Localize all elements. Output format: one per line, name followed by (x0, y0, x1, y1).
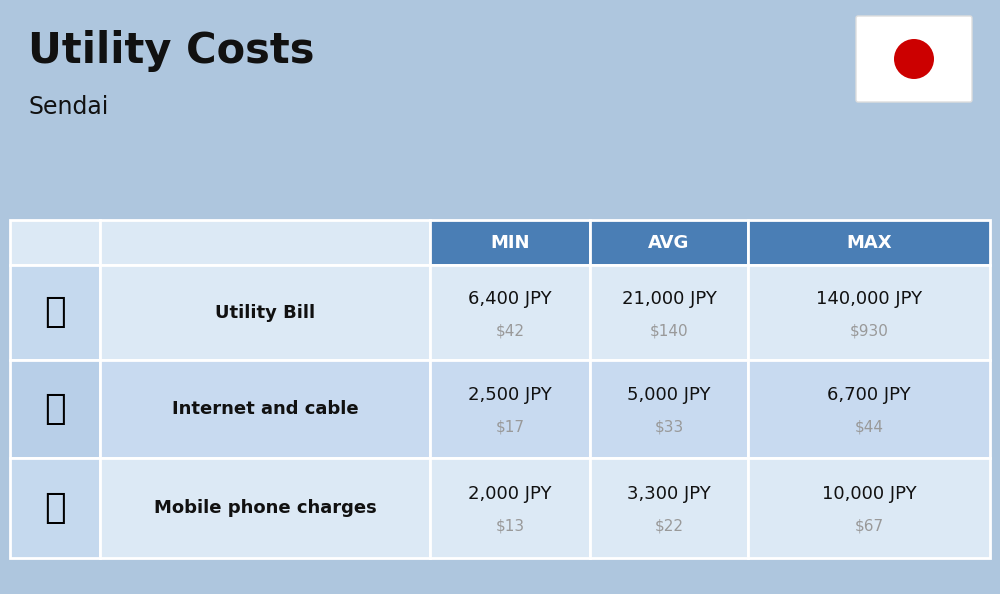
Bar (748, 220, 990, 265)
Bar (100, 220, 430, 265)
Text: 2,500 JPY: 2,500 JPY (468, 386, 552, 404)
Bar (748, 265, 990, 360)
Text: $67: $67 (854, 519, 884, 533)
Text: $13: $13 (495, 519, 525, 533)
Text: 2,000 JPY: 2,000 JPY (468, 485, 552, 503)
Text: $42: $42 (496, 323, 524, 338)
Text: $930: $930 (850, 323, 888, 338)
Text: Utility Costs: Utility Costs (28, 30, 314, 72)
Bar (430, 265, 590, 360)
Bar (590, 360, 748, 458)
Text: Mobile phone charges: Mobile phone charges (154, 499, 376, 517)
Text: $44: $44 (854, 419, 884, 434)
Text: 140,000 JPY: 140,000 JPY (816, 289, 922, 308)
Bar (590, 458, 748, 558)
Bar (430, 220, 590, 265)
Bar (10, 265, 100, 360)
Text: 📡: 📡 (44, 392, 66, 426)
Text: Sendai: Sendai (28, 95, 108, 119)
Bar (430, 458, 590, 558)
Circle shape (894, 39, 934, 79)
Text: $17: $17 (496, 419, 524, 434)
Text: $22: $22 (654, 519, 684, 533)
Bar (10, 458, 100, 558)
Bar (10, 220, 100, 265)
Bar (430, 360, 590, 458)
Text: 5,000 JPY: 5,000 JPY (627, 386, 711, 404)
Bar (100, 265, 430, 360)
Bar (590, 265, 748, 360)
Bar (590, 220, 748, 265)
Text: Utility Bill: Utility Bill (215, 304, 315, 321)
Text: MIN: MIN (490, 233, 530, 251)
FancyBboxPatch shape (856, 16, 972, 102)
Text: AVG: AVG (648, 233, 690, 251)
Bar (100, 360, 430, 458)
Text: 3,300 JPY: 3,300 JPY (627, 485, 711, 503)
Bar (10, 360, 100, 458)
Text: 6,700 JPY: 6,700 JPY (827, 386, 911, 404)
Text: $140: $140 (650, 323, 688, 338)
Text: $33: $33 (654, 419, 684, 434)
Text: MAX: MAX (846, 233, 892, 251)
Text: 10,000 JPY: 10,000 JPY (822, 485, 916, 503)
Text: 6,400 JPY: 6,400 JPY (468, 289, 552, 308)
Text: 21,000 JPY: 21,000 JPY (622, 289, 716, 308)
Bar (100, 458, 430, 558)
Bar (748, 458, 990, 558)
Text: Internet and cable: Internet and cable (172, 400, 358, 418)
Text: 🔌: 🔌 (44, 295, 66, 330)
Text: 📱: 📱 (44, 491, 66, 525)
Bar (748, 360, 990, 458)
